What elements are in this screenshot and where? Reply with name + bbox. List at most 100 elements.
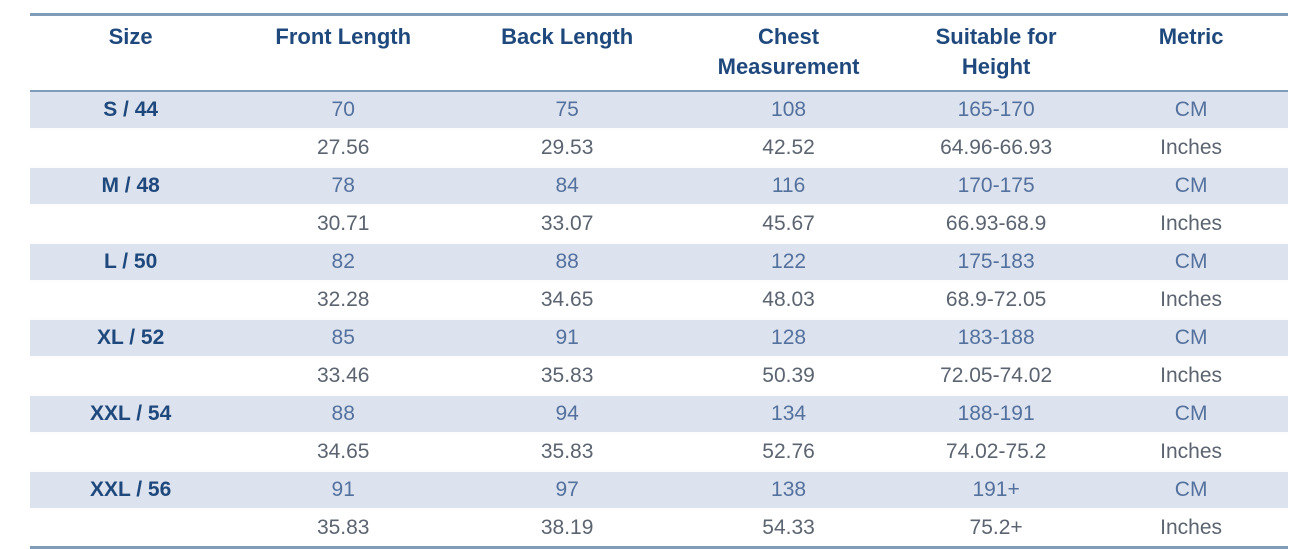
- cell-back-length: 75: [455, 90, 680, 130]
- size-chart-table: Size Front Length Back Length Chest Meas…: [30, 13, 1288, 549]
- cell-metric: CM: [1094, 394, 1288, 434]
- cell-chest: 134: [679, 394, 898, 434]
- cell-size: [30, 433, 232, 471]
- cell-metric: Inches: [1094, 129, 1288, 167]
- cell-back-length: 88: [455, 242, 680, 282]
- cell-back-length: 35.83: [455, 433, 680, 471]
- table-row-m48-inches: 30.71 33.07 45.67 66.93-68.9 Inches: [30, 205, 1288, 243]
- cell-metric: Inches: [1094, 205, 1288, 243]
- table-row-xxl54-cm: XXL / 54 88 94 134 188-191 CM: [30, 394, 1288, 434]
- header-back-length: Back Length: [455, 14, 680, 92]
- cell-front-length: 88: [231, 394, 456, 434]
- cell-back-length: 29.53: [455, 129, 680, 167]
- cell-front-length: 33.46: [231, 357, 456, 395]
- cell-height: 72.05-74.02: [898, 357, 1095, 395]
- header-size-label: Size: [108, 24, 153, 49]
- header-height-line2: Height: [961, 54, 1031, 79]
- cell-metric: CM: [1094, 318, 1288, 358]
- table-row-l50-inches: 32.28 34.65 48.03 68.9-72.05 Inches: [30, 281, 1288, 319]
- cell-metric: Inches: [1094, 433, 1288, 471]
- cell-chest: 48.03: [679, 281, 898, 319]
- header-chest-line2: Measurement: [717, 54, 860, 79]
- table-row-s44-inches: 27.56 29.53 42.52 64.96-66.93 Inches: [30, 129, 1288, 167]
- cell-size: M / 48: [30, 166, 232, 206]
- cell-front-length: 32.28: [231, 281, 456, 319]
- cell-size: [30, 205, 232, 243]
- cell-chest: 122: [679, 242, 898, 282]
- header-metric: Metric: [1094, 14, 1288, 92]
- cell-back-length: 94: [455, 394, 680, 434]
- table-row-xxl56-inches: 35.83 38.19 54.33 75.2+ Inches: [30, 509, 1288, 548]
- cell-front-length: 82: [231, 242, 456, 282]
- cell-size: XXL / 56: [30, 470, 232, 510]
- cell-front-length: 27.56: [231, 129, 456, 167]
- cell-chest: 45.67: [679, 205, 898, 243]
- cell-metric: CM: [1094, 242, 1288, 282]
- cell-metric: Inches: [1094, 281, 1288, 319]
- cell-back-length: 34.65: [455, 281, 680, 319]
- cell-back-length: 84: [455, 166, 680, 206]
- header-front-length: Front Length: [231, 14, 456, 92]
- cell-height: 183-188: [898, 318, 1095, 358]
- table-row-m48-cm: M / 48 78 84 116 170-175 CM: [30, 166, 1288, 206]
- cell-size: [30, 509, 232, 548]
- cell-metric: CM: [1094, 470, 1288, 510]
- cell-front-length: 85: [231, 318, 456, 358]
- table-row-xxl56-cm: XXL / 56 91 97 138 191+ CM: [30, 470, 1288, 510]
- cell-back-length: 33.07: [455, 205, 680, 243]
- cell-front-length: 34.65: [231, 433, 456, 471]
- cell-height: 74.02-75.2: [898, 433, 1095, 471]
- cell-height: 170-175: [898, 166, 1095, 206]
- cell-chest: 54.33: [679, 509, 898, 548]
- cell-height: 191+: [898, 470, 1095, 510]
- cell-height: 165-170: [898, 90, 1095, 130]
- header-chest-line1: Chest: [757, 24, 820, 49]
- table-row-s44-cm: S / 44 70 75 108 165-170 CM: [30, 90, 1288, 130]
- header-size: Size: [30, 14, 232, 92]
- cell-chest: 52.76: [679, 433, 898, 471]
- cell-front-length: 91: [231, 470, 456, 510]
- header-front-length-label: Front Length: [275, 24, 412, 49]
- cell-height: 188-191: [898, 394, 1095, 434]
- size-chart: Size Front Length Back Length Chest Meas…: [30, 13, 1288, 549]
- cell-metric: CM: [1094, 90, 1288, 130]
- header-suitable-height: Suitable for Height: [898, 14, 1095, 92]
- cell-size: S / 44: [30, 90, 232, 130]
- cell-size: XL / 52: [30, 318, 232, 358]
- cell-size: L / 50: [30, 242, 232, 282]
- cell-metric: CM: [1094, 166, 1288, 206]
- cell-metric: Inches: [1094, 357, 1288, 395]
- cell-size: [30, 281, 232, 319]
- table-row-l50-cm: L / 50 82 88 122 175-183 CM: [30, 242, 1288, 282]
- cell-height: 66.93-68.9: [898, 205, 1095, 243]
- cell-chest: 108: [679, 90, 898, 130]
- header-row: Size Front Length Back Length Chest Meas…: [30, 14, 1288, 92]
- header-chest-measurement: Chest Measurement: [679, 14, 898, 92]
- cell-height: 75.2+: [898, 509, 1095, 548]
- cell-front-length: 35.83: [231, 509, 456, 548]
- cell-height: 64.96-66.93: [898, 129, 1095, 167]
- cell-back-length: 97: [455, 470, 680, 510]
- header-height-line1: Suitable for: [935, 24, 1057, 49]
- cell-metric: Inches: [1094, 509, 1288, 548]
- cell-chest: 128: [679, 318, 898, 358]
- table-header: Size Front Length Back Length Chest Meas…: [30, 14, 1288, 92]
- table-row-xl52-inches: 33.46 35.83 50.39 72.05-74.02 Inches: [30, 357, 1288, 395]
- table-row-xxl54-inches: 34.65 35.83 52.76 74.02-75.2 Inches: [30, 433, 1288, 471]
- cell-back-length: 91: [455, 318, 680, 358]
- cell-size: [30, 129, 232, 167]
- cell-chest: 42.52: [679, 129, 898, 167]
- cell-size: XXL / 54: [30, 394, 232, 434]
- cell-front-length: 78: [231, 166, 456, 206]
- cell-back-length: 38.19: [455, 509, 680, 548]
- cell-chest: 116: [679, 166, 898, 206]
- cell-height: 175-183: [898, 242, 1095, 282]
- cell-size: [30, 357, 232, 395]
- table-row-xl52-cm: XL / 52 85 91 128 183-188 CM: [30, 318, 1288, 358]
- header-back-length-label: Back Length: [501, 24, 634, 49]
- cell-chest: 50.39: [679, 357, 898, 395]
- cell-height: 68.9-72.05: [898, 281, 1095, 319]
- cell-chest: 138: [679, 470, 898, 510]
- header-metric-label: Metric: [1158, 24, 1224, 49]
- table-body: S / 44 70 75 108 165-170 CM 27.56 29.53 …: [30, 90, 1288, 548]
